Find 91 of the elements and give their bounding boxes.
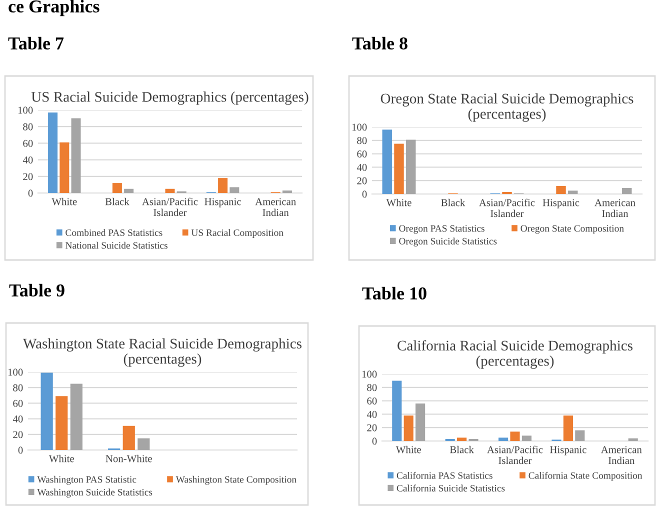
x-tick-label: Black — [450, 446, 474, 454]
bar — [575, 430, 585, 441]
x-tick-label: Hispanic — [550, 446, 586, 456]
y-tick-label: 60 — [367, 397, 377, 405]
bar — [71, 118, 81, 193]
legend-label: California Suicide Statistics — [396, 484, 505, 492]
x-tick-label: White — [396, 446, 421, 454]
legend-label: Oregon Suicide Statistics — [399, 238, 497, 246]
y-tick-label: 80 — [23, 123, 33, 130]
chart-title: Washington State Racial Suicide Demographics (percentages) — [22, 338, 302, 367]
bar — [138, 438, 150, 450]
bar — [568, 190, 578, 194]
y-tick-label: 40 — [22, 156, 33, 164]
y-tick-label: 60 — [357, 150, 367, 158]
bar — [510, 432, 520, 441]
legend-label: California PAS Statistics — [396, 472, 492, 479]
bar — [416, 403, 426, 441]
bar — [40, 372, 53, 450]
y-tick-label: 100 — [362, 370, 377, 378]
y-tick-label: 40 — [366, 410, 377, 418]
bar — [406, 140, 416, 194]
y-tick-label: 20 — [23, 173, 33, 180]
chart-title: Oregon State Racial Suicide Demographics (percentages) — [380, 93, 634, 122]
legend-label: Oregon PAS Statistics — [399, 225, 484, 234]
y-tick-label: 100 — [352, 124, 367, 131]
bar — [230, 187, 240, 193]
bar — [70, 384, 82, 450]
legend-label: Washington Suicide Statistics — [37, 488, 152, 498]
x-tick-label: White — [386, 198, 412, 206]
legend-label: Oregon State Composition — [520, 225, 624, 234]
y-tick-label: 100 — [8, 368, 23, 376]
bar — [122, 426, 135, 450]
x-tick-label: American Indian — [594, 199, 636, 218]
y-tick-label: 20 — [357, 177, 367, 184]
bar — [112, 183, 122, 193]
bar — [404, 416, 414, 441]
bar — [394, 144, 404, 194]
chart-title: US Racial Suicide Demographics (percentages) — [31, 92, 308, 105]
y-tick-label: 80 — [367, 384, 377, 392]
y-tick-label: 20 — [367, 424, 377, 432]
x-tick-label: Hispanic — [542, 199, 580, 208]
x-tick-label: White — [52, 198, 77, 206]
y-tick-label: 80 — [13, 384, 23, 392]
bar — [392, 380, 402, 441]
y-tick-label: 60 — [23, 140, 33, 147]
bar — [124, 188, 134, 193]
x-tick-label: American Indian — [255, 198, 296, 216]
y-tick-label: 0 — [372, 438, 377, 445]
legend-label: Washington PAS Statistic — [37, 476, 136, 485]
bar — [382, 130, 392, 194]
legend-label: National Suicide Statistics — [66, 242, 168, 249]
bar — [522, 436, 532, 441]
x-tick-label: Non-White — [106, 454, 152, 462]
bar — [556, 186, 566, 194]
chart-title: California Racial Suicide Demographics (percentages) — [398, 340, 633, 369]
legend-label: US Racial Composition — [191, 229, 284, 238]
y-tick-label: 40 — [356, 164, 367, 171]
x-tick-label: White — [48, 454, 74, 462]
x-tick-label: Asian/Pacific Islander — [479, 198, 535, 218]
x-tick-label: Black — [441, 198, 466, 206]
y-tick-label: 100 — [18, 106, 33, 114]
x-tick-label: American Indian — [600, 446, 642, 464]
bar — [48, 112, 58, 193]
bar — [628, 438, 638, 441]
legend-label: California State Composition — [528, 472, 642, 481]
x-tick-label: Asian/Pacific Islander — [487, 446, 543, 464]
y-tick-label: 0 — [18, 446, 23, 454]
bar — [457, 438, 467, 441]
x-tick-label: Black — [105, 198, 130, 206]
y-tick-label: 80 — [357, 137, 367, 144]
x-tick-label: Asian/Pacific Islander — [142, 198, 198, 216]
y-tick-label: 0 — [362, 190, 367, 198]
x-tick-label: Hispanic — [204, 198, 241, 208]
bar — [56, 396, 68, 450]
y-tick-label: 20 — [13, 431, 23, 438]
legend-label: Combined PAS Statistics — [66, 229, 162, 236]
bar — [622, 188, 632, 194]
caption: Table 9 — [9, 284, 64, 297]
bar — [498, 438, 508, 441]
bar — [563, 416, 573, 441]
text: ce Graphics — [8, 0, 100, 16]
y-tick-label: 0 — [28, 190, 33, 197]
legend-label: Washington State Composition — [176, 476, 296, 485]
y-tick-label: 40 — [12, 415, 23, 423]
caption: Table 10 — [362, 286, 426, 300]
caption: Table 7 — [8, 36, 64, 50]
bar — [218, 178, 228, 193]
bar — [60, 142, 70, 193]
bar — [165, 188, 175, 193]
y-tick-label: 60 — [13, 400, 23, 407]
caption: Table 8 — [352, 36, 408, 50]
